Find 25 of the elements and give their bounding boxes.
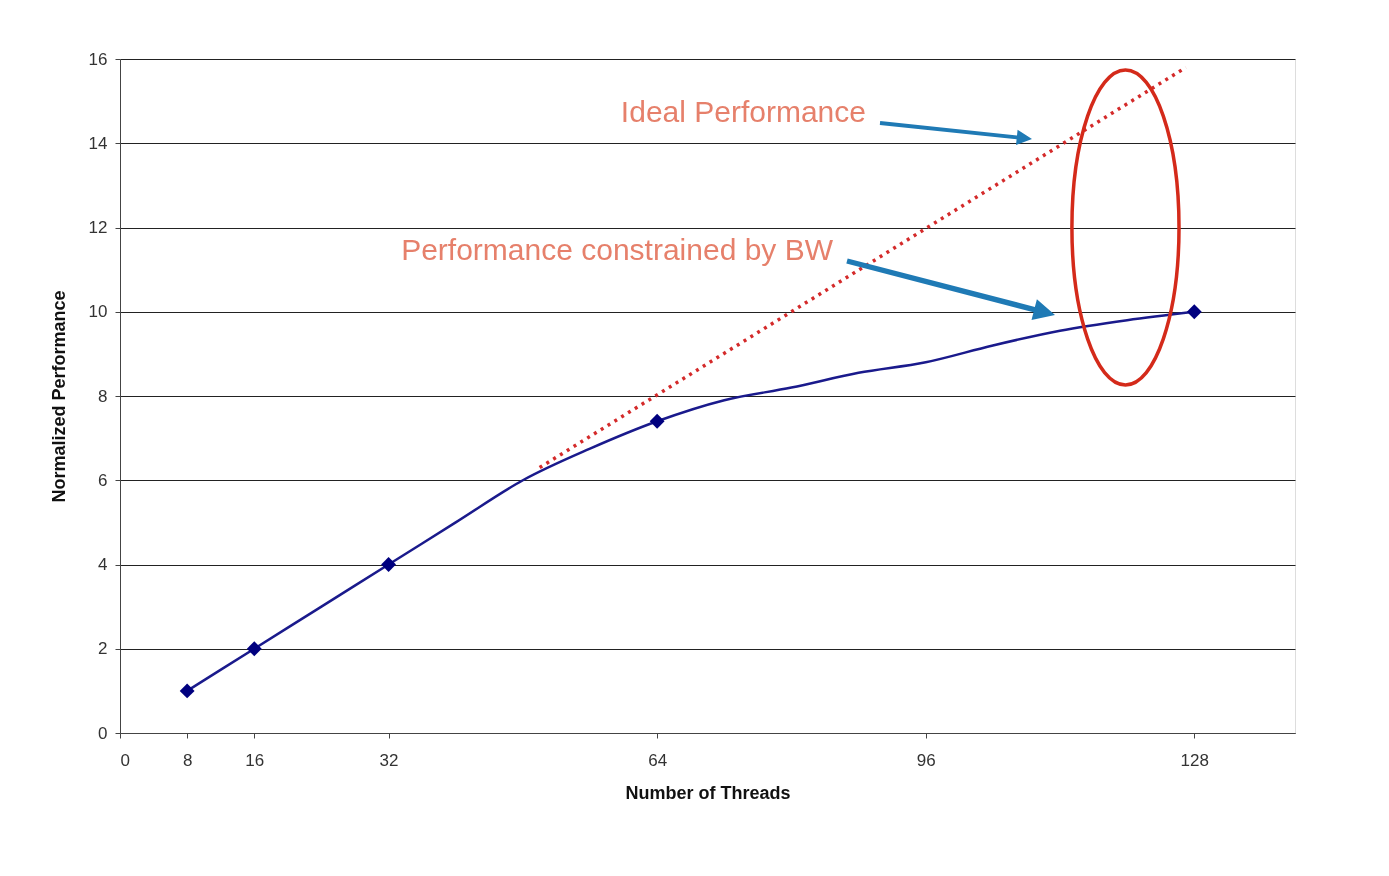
y-tick-label: 6 <box>98 470 108 490</box>
y-tick-label: 16 <box>88 49 108 69</box>
y-tick-label: 14 <box>88 133 108 153</box>
annotation: Ideal Performance <box>620 95 866 128</box>
x-tick-label: 0 <box>120 750 130 770</box>
y-tick-label: 12 <box>88 218 108 237</box>
point <box>381 557 396 572</box>
x-tick-label: 64 <box>648 750 668 770</box>
point <box>1186 304 1202 320</box>
y-axis-title: Normalized Performance <box>48 290 69 503</box>
point <box>179 683 195 699</box>
point <box>246 641 262 657</box>
x-tick-label: 8 <box>182 750 193 770</box>
x-tick-label: 16 <box>245 750 265 770</box>
point <box>649 413 665 429</box>
x-tick-label: 96 <box>916 750 936 770</box>
x-tick-label: 128 <box>1180 750 1209 770</box>
y-tick-label: 8 <box>98 386 108 406</box>
x-tick-label: 32 <box>379 750 399 770</box>
y-tick-label: 10 <box>88 302 108 322</box>
annotation: Performance constrained by BW <box>401 233 834 266</box>
x-axis-title: Number of Threads <box>625 782 791 803</box>
y-tick-label: 2 <box>98 639 108 659</box>
y-tick-label: 4 <box>98 555 108 574</box>
y-tick-label: 0 <box>98 723 108 743</box>
